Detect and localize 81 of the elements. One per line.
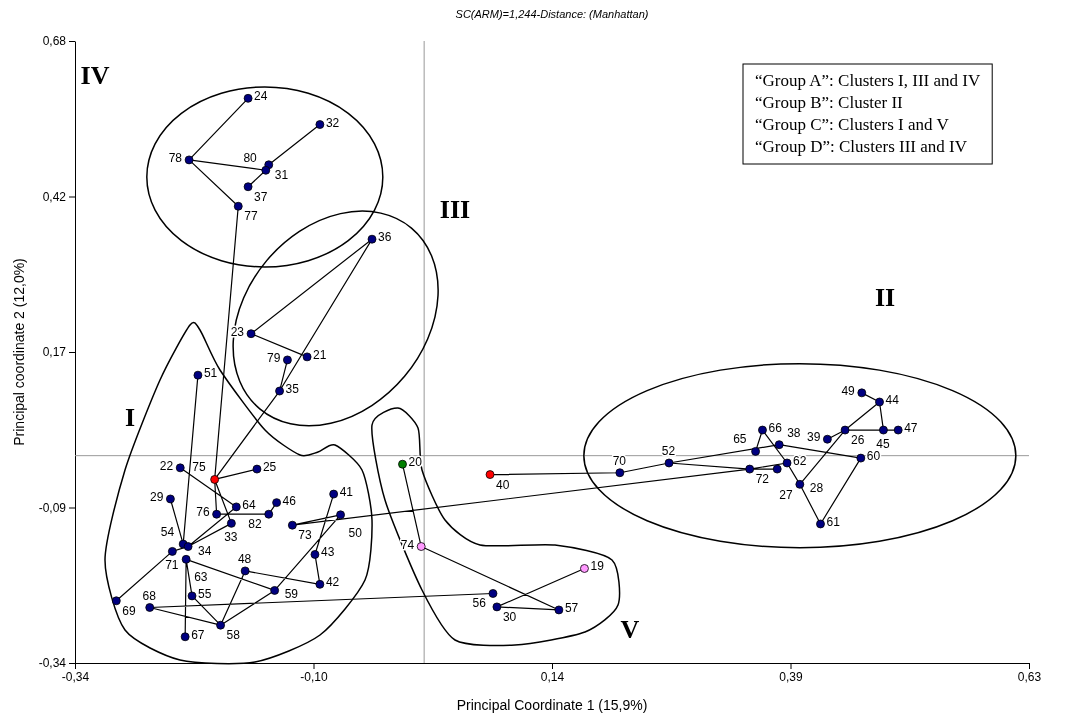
annotation: 60 [866,449,881,464]
annotation: 64 [242,497,256,512]
annotation: 78 [168,150,183,165]
annotation: 41 [339,485,354,500]
annotation: 51 [203,366,218,381]
annotation: V [620,614,640,644]
annotation: 35 [285,382,300,397]
annotation: 56 [472,596,487,611]
annotation: 40 [496,477,510,492]
annotation: 42 [325,575,340,590]
annotation: 19 [590,559,605,574]
annotation: 77 [244,209,258,224]
annotation: 37 [254,189,268,204]
annotation: 55 [198,586,212,601]
annotation: 58 [226,628,241,643]
annotation: 28 [809,481,824,496]
x-tick-label: 0,14 [540,669,565,684]
y-tick-label: -0,09 [38,500,67,515]
annotation: II [874,282,896,312]
annotation: 49 [841,383,856,398]
annotation: 46 [282,493,297,508]
annotation: 76 [196,505,210,520]
y-tick-label: 0,68 [42,34,67,49]
annotation: I [124,402,136,432]
annotation: 34 [198,543,212,558]
annotation: 75 [192,460,206,475]
annotation: 22 [159,458,174,473]
annotation: 61 [826,514,841,529]
annotation: 32 [325,115,340,130]
annotation: 26 [851,433,865,448]
x-tick-label: -0,34 [61,669,90,684]
annotation: 38 [787,425,801,440]
y-tick-label: 0,42 [42,189,67,204]
annotation: “Group D”: Clusters III and IV [755,137,968,156]
annotation: 79 [267,350,281,365]
annotation: 72 [755,472,770,487]
annotation: IV [80,60,110,90]
annotation: 67 [191,627,205,642]
annotation: “Group B”: Cluster II [755,93,904,112]
x-axis-title: Principal Coordinate 1 (15,9%) [456,697,648,713]
annotation: 63 [194,570,208,585]
x-tick-label: 0,63 [1017,669,1042,684]
annotation: 48 [237,551,252,566]
annotation: 65 [733,432,747,447]
annotation: “Group A”: Clusters I, III and IV [755,71,981,90]
annotation: 47 [904,421,918,436]
annotation: 82 [248,517,263,532]
annotation: 57 [564,600,579,615]
y-tick-label: 0,17 [42,345,67,360]
x-tick-label: -0,10 [300,669,328,684]
annotation: 52 [661,443,676,458]
annotation: “Group C”: Clusters I and V [755,115,950,134]
annotation: 50 [348,525,363,540]
annotation: 73 [298,528,313,543]
annotation: 29 [150,489,164,504]
annotation: 25 [262,460,277,475]
annotation: III [439,194,471,224]
annotation: 27 [779,488,793,503]
annotation: 31 [274,167,289,182]
annotation: 43 [320,545,335,560]
annotation: 54 [160,525,175,540]
annotation: 45 [876,437,890,452]
annotation: 39 [806,430,821,445]
annotation: 24 [254,89,268,104]
annotation: 69 [122,603,136,618]
annotation: 59 [284,587,299,602]
x-tick-label: 0,39 [779,669,803,684]
annotation: 21 [313,347,327,362]
annotation: 68 [142,588,157,603]
annotation: 70 [612,453,627,468]
annotation: 66 [768,421,783,436]
annotation: 80 [243,151,258,166]
annotation: 30 [502,609,517,624]
y-axis-title: Principal coordinate 2 (12,0%) [11,258,27,446]
annotation: 33 [224,530,238,545]
y-tick-label: -0,34 [38,656,67,671]
annotation: 71 [165,558,179,573]
chart-title: SC(ARM)=1,244-Distance: (Manhattan) [455,8,649,20]
annotation: 62 [793,453,807,468]
annotation: 44 [885,393,900,407]
annotation: 36 [378,230,392,245]
